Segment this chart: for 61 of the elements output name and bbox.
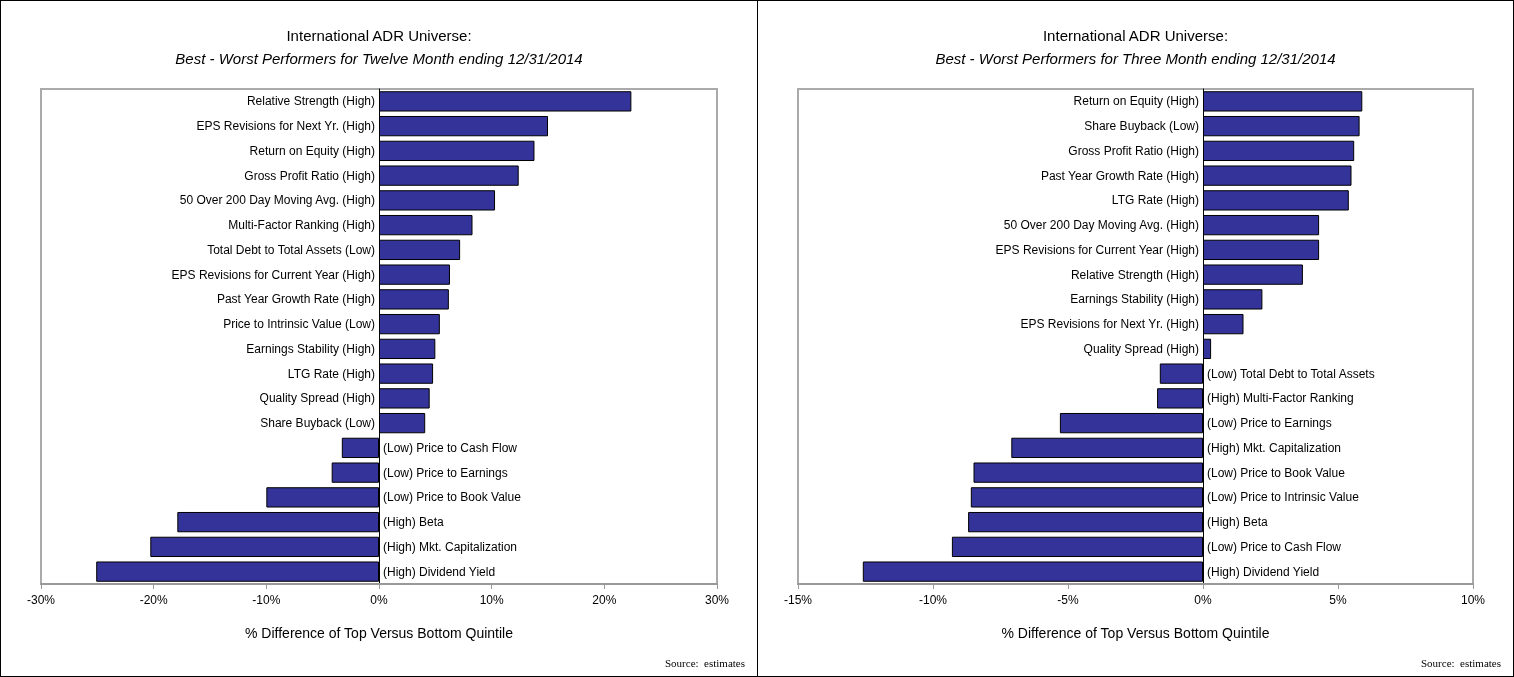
x-tick-label: 5%: [1329, 593, 1347, 607]
y-tick-label: (High) Mkt. Capitalization: [1207, 440, 1342, 455]
x-tick-label: -30%: [26, 593, 56, 607]
y-tick-label: EPS Revisions for Next Yr. (High): [1020, 317, 1199, 332]
y-tick-label: (Low) Price to Earnings: [1207, 416, 1332, 431]
y-tick-label: (Low) Price to Cash Flow: [1207, 539, 1342, 554]
chart-title: International ADR Universe:: [1042, 27, 1229, 44]
x-tick-label: -5%: [1057, 593, 1079, 607]
y-tick-label: (High) Dividend Yield: [1207, 564, 1320, 579]
y-tick-label: LTG Rate (High): [1111, 193, 1199, 208]
y-tick-label: Relative Strength (High): [1070, 267, 1199, 282]
x-tick-label: 20%: [592, 593, 617, 607]
y-tick-label: (High) Multi-Factor Ranking: [1207, 391, 1354, 406]
y-tick-label: EPS Revisions for Current Year (High): [995, 242, 1199, 257]
y-tick-label: 50 Over 200 Day Moving Avg. (High): [1003, 218, 1199, 233]
y-tick-label: Share Buyback (Low): [260, 416, 375, 431]
y-tick-label: (Low) Price to Cash Flow: [383, 440, 518, 455]
y-tick-label: (Low) Total Debt to Total Assets: [1207, 366, 1375, 381]
y-tick-label: (High) Beta: [383, 515, 445, 530]
x-tick-label: -20%: [139, 593, 168, 607]
y-tick-label: (High) Mkt. Capitalization: [383, 539, 518, 554]
chart-title: International ADR Universe:: [286, 27, 472, 44]
y-tick-label: Gross Profit Ratio (High): [244, 168, 375, 183]
y-tick-label: (High) Beta: [1207, 515, 1269, 530]
y-tick-label: (Low) Price to Book Value: [1207, 465, 1346, 480]
y-tick-label: Past Year Growth Rate (High): [216, 292, 375, 307]
x-tick-label: -10%: [918, 593, 948, 607]
y-tick-label: Return on Equity (High): [1073, 94, 1199, 109]
x-tick-label: 0%: [370, 593, 388, 607]
y-tick-label: Total Debt to Total Assets (Low): [207, 242, 375, 257]
y-tick-label: Past Year Growth Rate (High): [1040, 168, 1199, 183]
x-axis-title: % Difference of Top Versus Bottom Quintile: [1001, 625, 1270, 641]
y-tick-label: LTG Rate (High): [287, 366, 375, 381]
y-tick-label: Multi-Factor Ranking (High): [228, 218, 375, 233]
y-tick-label: EPS Revisions for Current Year (High): [171, 267, 375, 282]
y-tick-label: Gross Profit Ratio (High): [1068, 143, 1199, 158]
y-tick-label: (High) Dividend Yield: [383, 564, 496, 579]
y-tick-label: Relative Strength (High): [246, 94, 375, 109]
x-tick-label: -15%: [783, 593, 813, 607]
source-note: Source: estimates: [1420, 656, 1502, 669]
y-tick-label: Quality Spread (High): [259, 391, 375, 406]
y-tick-label: Quality Spread (High): [1083, 341, 1199, 356]
source-note: Source: estimates: [664, 656, 746, 669]
chart-subtitle: Best - Worst Performers for Three Month ending 12/31/2014: [935, 50, 1336, 67]
x-tick-label: 10%: [1460, 593, 1486, 607]
y-tick-label: Earnings Stability (High): [1070, 292, 1199, 307]
x-axis-title: % Difference of Top Versus Bottom Quintile: [245, 625, 514, 641]
y-tick-label: Earnings Stability (High): [246, 341, 375, 356]
y-tick-label: Share Buyback (Low): [1084, 119, 1199, 134]
y-tick-label: (Low) Price to Book Value: [383, 490, 522, 505]
x-tick-label: 30%: [704, 593, 730, 607]
y-tick-label: (Low) Price to Intrinsic Value: [1207, 490, 1360, 505]
x-tick-label: -10%: [252, 593, 281, 607]
y-tick-label: 50 Over 200 Day Moving Avg. (High): [179, 193, 375, 208]
y-tick-label: Return on Equity (High): [249, 143, 375, 158]
y-tick-label: EPS Revisions for Next Yr. (High): [196, 119, 375, 134]
x-tick-label: 0%: [1194, 593, 1212, 607]
y-tick-label: Price to Intrinsic Value (Low): [223, 317, 375, 332]
y-tick-label: (Low) Price to Earnings: [383, 465, 508, 480]
x-tick-label: 10%: [479, 593, 504, 607]
chart-subtitle: Best - Worst Performers for Twelve Month ending 12/31/2014: [175, 50, 583, 67]
